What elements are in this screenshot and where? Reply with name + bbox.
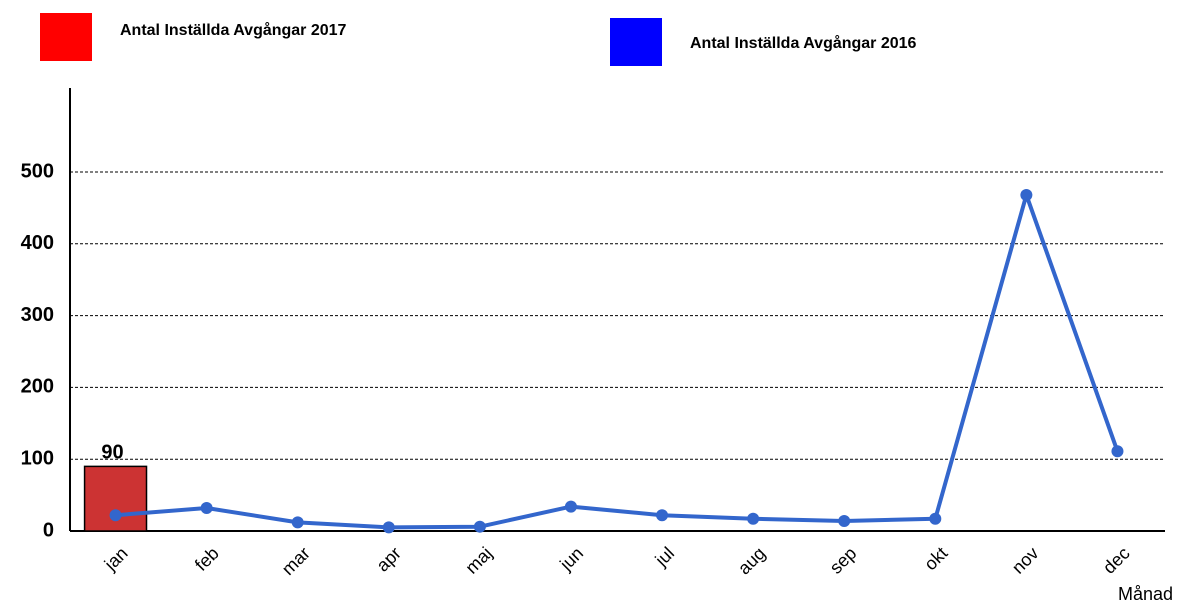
y-tick-label: 0 (43, 519, 54, 541)
y-tick-label: 400 (21, 232, 54, 254)
point (929, 512, 942, 525)
data-label: 90 (101, 442, 123, 464)
x-tick-label: nov (1008, 543, 1043, 578)
x-tick-label: aug (734, 543, 769, 578)
point (656, 509, 669, 522)
x-tick-label: mar (278, 543, 314, 579)
point (109, 509, 122, 522)
point (1020, 188, 1033, 201)
x-tick-label: dec (1099, 543, 1134, 578)
point (747, 512, 760, 525)
point (564, 500, 577, 513)
line (115, 192, 1120, 530)
point (838, 514, 851, 527)
point (473, 520, 486, 533)
legend-label: Antal Inställda Avgångar 2016 (690, 34, 917, 52)
bar (83, 465, 148, 532)
point (382, 521, 395, 534)
legend-label: Antal Inställda Avgångar 2017 (120, 21, 347, 39)
x-axis-label: Månad (1118, 584, 1173, 604)
y-tick-label: 200 (21, 376, 54, 398)
x-tick-label: jul (651, 543, 679, 571)
point (1111, 445, 1124, 458)
x-tick-label: maj (461, 543, 496, 578)
y-tick-label: 500 (21, 160, 54, 182)
point (200, 502, 213, 515)
legend-swatch (40, 13, 92, 61)
x-tick-label: okt (920, 543, 951, 574)
y-tick-label: 100 (21, 447, 54, 469)
x-tick-label: jun (555, 543, 587, 575)
y-tick-label: 300 (21, 304, 54, 326)
x-tick-label: apr (372, 543, 405, 576)
point (291, 516, 304, 529)
x-tick-label: feb (191, 543, 223, 575)
x-tick-label: sep (826, 543, 861, 578)
x-tick-label: jan (100, 543, 132, 575)
legend-swatch (610, 18, 662, 66)
